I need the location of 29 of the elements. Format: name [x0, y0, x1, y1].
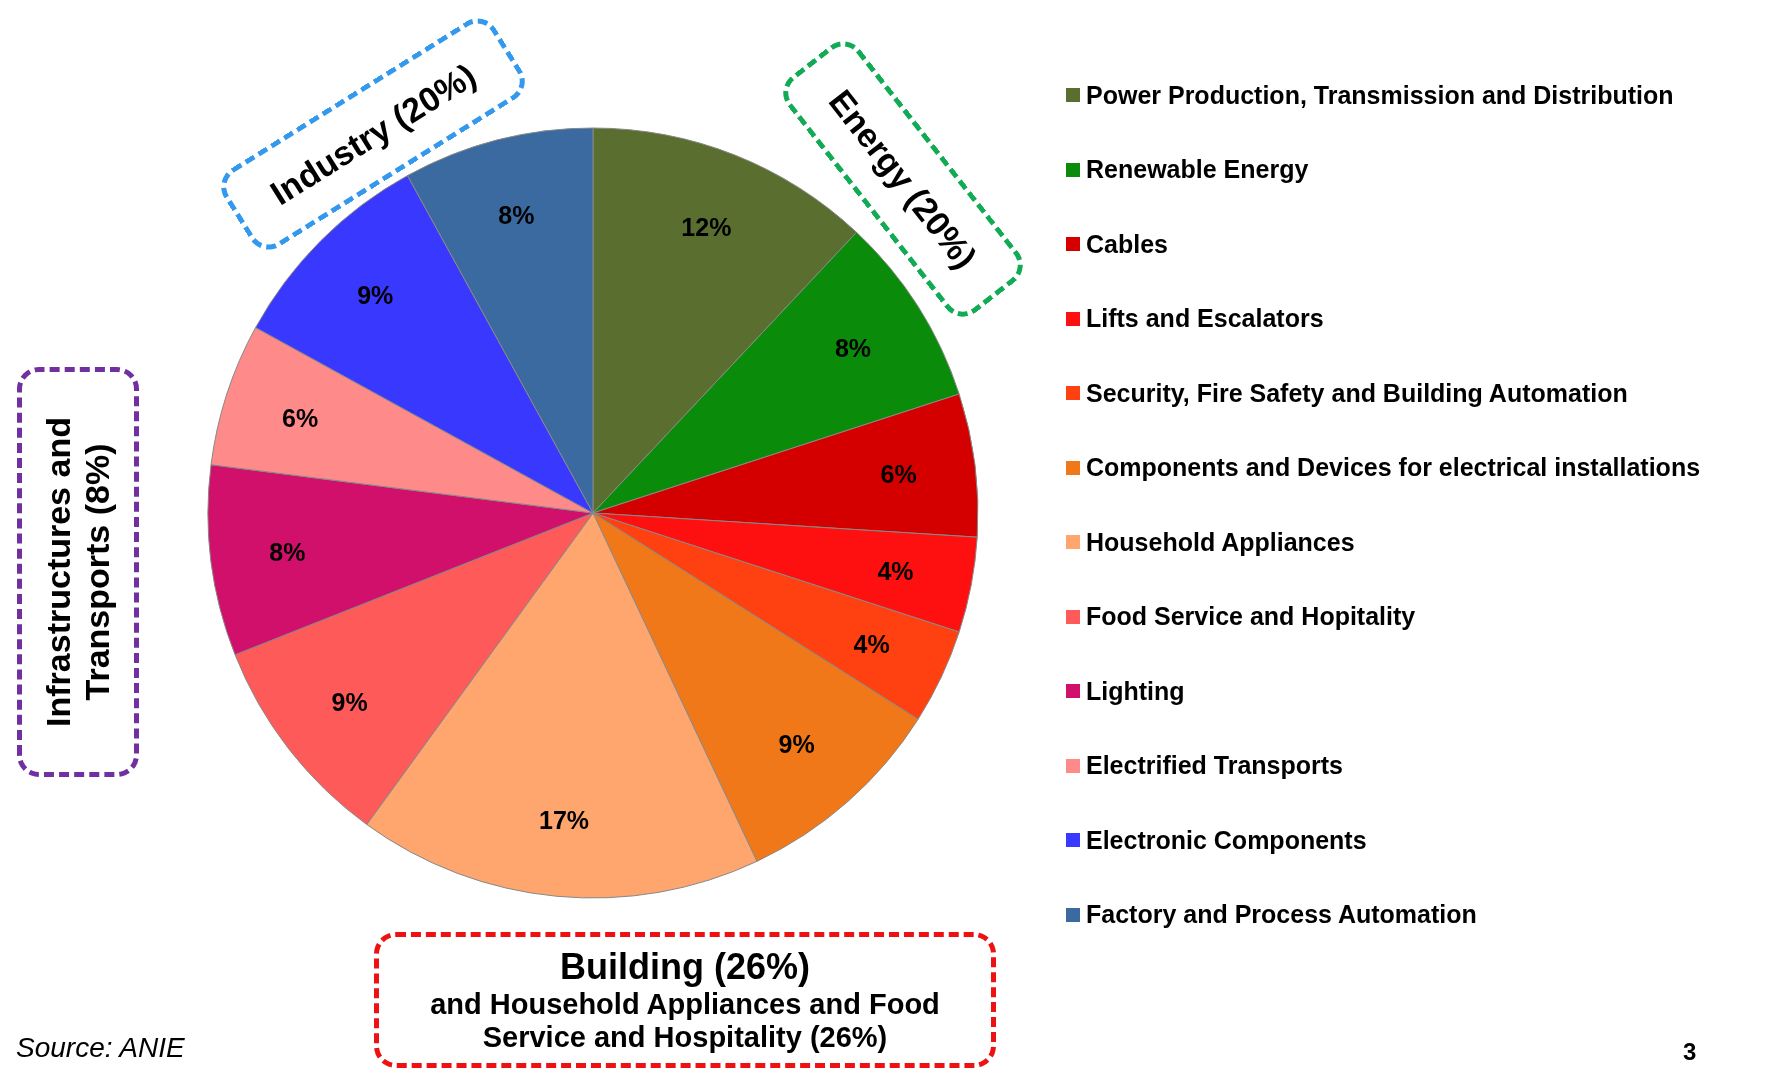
legend-label: Household Appliances	[1086, 527, 1355, 557]
data-label: 8%	[498, 200, 535, 229]
text: 3	[1683, 1038, 1697, 1066]
data-label: 8%	[269, 537, 306, 566]
data-label: 9%	[778, 730, 815, 759]
source-note: Source: ANIE	[16, 1032, 185, 1064]
data-label: 4%	[877, 556, 914, 585]
text: Building (26%)	[560, 946, 810, 988]
data-label: 17%	[538, 805, 590, 834]
legend-label: Electrified Transports	[1086, 751, 1344, 781]
data-label: 9%	[357, 281, 394, 310]
data-label: 6%	[282, 403, 319, 432]
text: Infrastructures and Transports (8%)	[39, 416, 117, 729]
legend-label: Renewable Energy	[1086, 155, 1309, 185]
text: and Household Appliances and Food Service and Hospitality (26%)	[429, 988, 941, 1054]
legend-label: Power Production, Transmission and Distribution	[1086, 80, 1674, 110]
legend-label: Electronic Components	[1086, 825, 1367, 855]
data-label: 9%	[331, 687, 368, 716]
legend-label: Factory and Process Automation	[1086, 900, 1477, 930]
legend-label: Lighting	[1086, 676, 1185, 706]
data-label: 4%	[853, 630, 890, 659]
data-label: 12%	[681, 212, 732, 241]
legend-label: Security, Fire Safety and Building Automation	[1086, 378, 1628, 408]
data-label: 8%	[834, 333, 872, 362]
legend-label: Food Service and Hopitality	[1086, 602, 1416, 632]
legend-label: Lifts and Escalators	[1086, 304, 1324, 334]
legend-label: Cables	[1086, 229, 1168, 259]
legend-label: Components and Devices for electrical installations	[1086, 453, 1701, 483]
data-label: 6%	[880, 460, 917, 489]
